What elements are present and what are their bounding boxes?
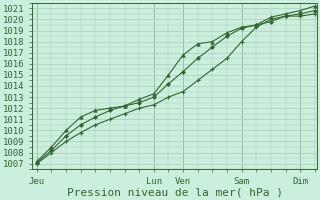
X-axis label: Pression niveau de la mer( hPa ): Pression niveau de la mer( hPa ) [67,187,283,197]
